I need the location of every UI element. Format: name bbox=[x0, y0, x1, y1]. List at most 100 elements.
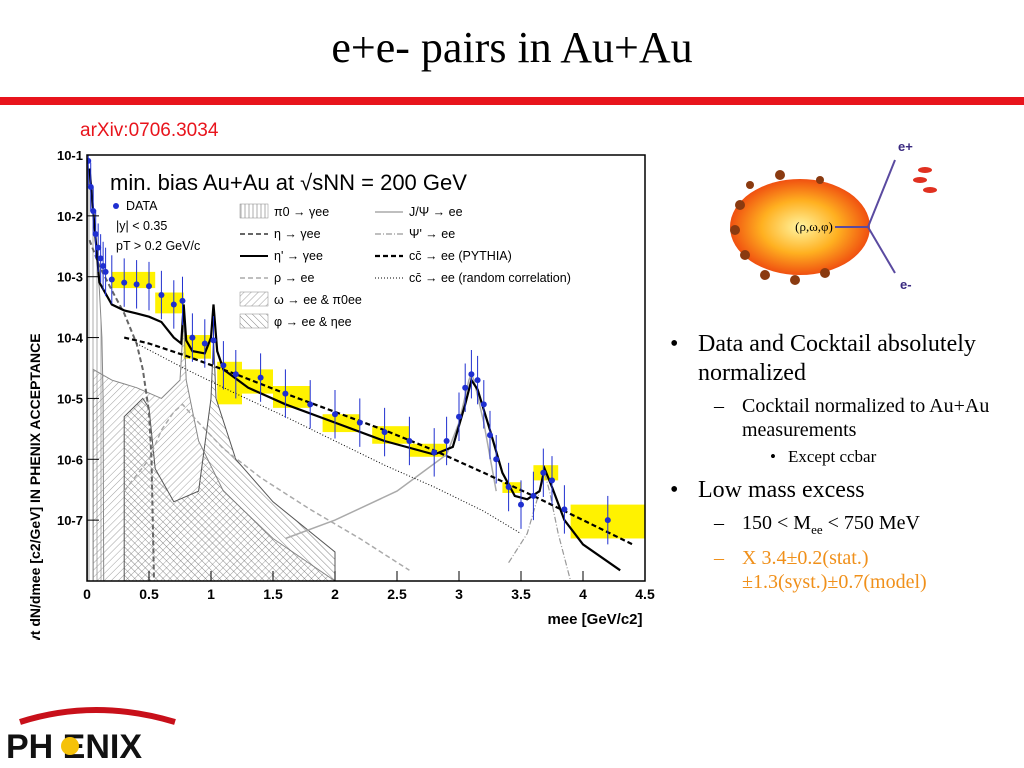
arxiv-reference: arXiv:0706.3034 bbox=[80, 120, 219, 141]
data-point-31 bbox=[468, 371, 475, 378]
data-point-36 bbox=[505, 484, 512, 491]
data-point-16 bbox=[201, 340, 208, 347]
slide-title: e+e- pairs in Au+Au bbox=[331, 23, 693, 72]
data-point-3 bbox=[92, 231, 99, 238]
data-point-4 bbox=[95, 244, 102, 251]
legend-label-9: J/Ψ → ee bbox=[409, 205, 463, 219]
x-tick-label-7: 3.5 bbox=[511, 586, 531, 602]
data-point-34 bbox=[487, 432, 493, 439]
data-point-7 bbox=[102, 268, 109, 275]
data-point-2 bbox=[90, 208, 97, 215]
plot-frame bbox=[86, 154, 646, 582]
data-point-5 bbox=[97, 255, 104, 262]
x-tick-label-5: 2.5 bbox=[387, 586, 407, 602]
data-point-24 bbox=[356, 419, 363, 426]
data-point-21 bbox=[282, 390, 289, 397]
y-tick-label-5: 10-6 bbox=[57, 452, 83, 467]
data-point-12 bbox=[158, 292, 165, 299]
series-line-sum-cocktail bbox=[88, 168, 621, 572]
dilepton-mass-spectrum-chart: 0 0.5 1 1.5 2 2.5 3 3.5 4 4.5 10-1 10-2 10-3 10-4 10-5… bbox=[27, 148, 655, 640]
x-tick-label-3: 1.5 bbox=[263, 586, 283, 602]
data-point-39 bbox=[540, 469, 547, 476]
x-tick-label-1: 0.5 bbox=[139, 586, 159, 602]
subsub-bullet-ccbar: • Except ccbar bbox=[770, 447, 877, 466]
data-point-19 bbox=[232, 371, 239, 378]
sub-bullet-mass-range: –150 < Mee < 750 MeV bbox=[714, 512, 920, 537]
legend-label-5: η' → γee bbox=[274, 249, 323, 263]
data-point-35 bbox=[493, 456, 500, 463]
legend-label-10: Ψ' → ee bbox=[409, 227, 455, 241]
sub-bullet-excess-factor: – X 3.4±0.2(stat.) ±1.3(syst.)±0.7(model) bbox=[714, 547, 927, 593]
data-point-30 bbox=[462, 384, 469, 391]
x-axis-label: mee [GeV/c2] bbox=[547, 611, 642, 628]
legend-label-7: ω → ee & π0ee bbox=[274, 293, 362, 307]
legend-label-0: DATA bbox=[126, 199, 158, 213]
legend-label-1: |y| < 0.35 bbox=[116, 219, 167, 233]
data-point-27 bbox=[431, 449, 438, 456]
legend-label-8: φ → ee & ηee bbox=[274, 315, 352, 329]
y-tick-label-3: 10-4 bbox=[57, 331, 84, 346]
x-tick-label-9: 4.5 bbox=[635, 586, 655, 602]
series-line-j-ee bbox=[285, 372, 497, 540]
series-line--ee bbox=[508, 470, 572, 581]
e-plus-label: e+ bbox=[898, 139, 913, 154]
data-point-22 bbox=[307, 401, 314, 408]
systematic-box-7 bbox=[372, 426, 410, 444]
legend-swatch-0 bbox=[113, 203, 119, 209]
legend-swatch-3 bbox=[239, 203, 269, 219]
legend-label-4: η → γee bbox=[274, 227, 321, 241]
series-line--ee bbox=[123, 403, 410, 571]
data-point-15 bbox=[189, 334, 196, 341]
legend-swatch-8 bbox=[239, 313, 269, 329]
data-point-18 bbox=[220, 362, 227, 369]
y-tick-label-4: 10-5 bbox=[57, 391, 83, 406]
y-tick-label-0: 10-1 bbox=[57, 148, 83, 163]
legend-label-3: π0 → γee bbox=[274, 205, 329, 219]
y-tick-label-6: 10-7 bbox=[57, 513, 83, 528]
legend-swatch-7 bbox=[239, 291, 269, 307]
fireball-diagram: (ρ,ω,φ) e+ e- bbox=[730, 139, 937, 292]
data-point-32 bbox=[474, 377, 481, 384]
legend-label-12: cc̄ → ee (random correlation) bbox=[409, 271, 571, 285]
data-point-37 bbox=[518, 501, 524, 508]
sun-icon bbox=[61, 737, 79, 755]
y-tick-label-1: 10-2 bbox=[57, 209, 83, 224]
bullet-data-cocktail: • Data and Cocktail absolutely normalized bbox=[670, 331, 976, 386]
data-point-41 bbox=[561, 506, 568, 513]
data-point-9 bbox=[121, 279, 128, 286]
data-point-14 bbox=[179, 297, 186, 304]
data-point-25 bbox=[381, 429, 388, 436]
fireball-icon bbox=[730, 179, 870, 275]
y-axis-label: 1/Nevt dN/dmee [c2/GeV] IN PHENIX ACCEPT… bbox=[27, 333, 43, 640]
x-tick-label-0: 0 bbox=[83, 586, 91, 602]
data-point-0 bbox=[87, 157, 92, 164]
legend-label-6: ρ → ee bbox=[274, 271, 315, 285]
data-point-23 bbox=[332, 411, 338, 418]
data-point-13 bbox=[170, 301, 177, 308]
chart-title: min. bias Au+Au at √sNN = 200 GeV bbox=[110, 170, 467, 195]
data-point-20 bbox=[257, 374, 264, 381]
data-point-26 bbox=[406, 437, 413, 444]
e-minus-label: e- bbox=[900, 277, 912, 292]
sub-bullet-cocktail-normalized: – Cocktail normalized to Au+Au measuremen… bbox=[714, 395, 990, 441]
vector-meson-label: (ρ,ω,φ) bbox=[795, 219, 833, 234]
data-point-42 bbox=[604, 517, 611, 524]
legend-label-11: cc̄ → ee (PYTHIA) bbox=[409, 249, 512, 263]
x-tick-label-4: 2 bbox=[331, 586, 339, 602]
systematic-box-9 bbox=[502, 482, 521, 493]
x-tick-label-6: 3 bbox=[455, 586, 463, 602]
data-point-10 bbox=[133, 281, 140, 288]
systematic-box-4 bbox=[242, 369, 273, 394]
data-point-40 bbox=[549, 477, 555, 484]
x-tick-label-2: 1 bbox=[207, 586, 215, 602]
data-point-33 bbox=[480, 401, 487, 408]
data-point-11 bbox=[146, 283, 152, 290]
data-point-29 bbox=[456, 413, 462, 420]
x-tick-label-8: 4 bbox=[579, 586, 587, 602]
title-divider bbox=[0, 97, 1024, 105]
data-point-8 bbox=[108, 276, 115, 283]
data-point-1 bbox=[87, 183, 94, 190]
phenix-logo: PH ENIX bbox=[6, 707, 176, 766]
legend-label-2: pT > 0.2 GeV/c bbox=[116, 239, 200, 253]
bullet-low-mass-excess: • Low mass excess bbox=[670, 477, 865, 503]
